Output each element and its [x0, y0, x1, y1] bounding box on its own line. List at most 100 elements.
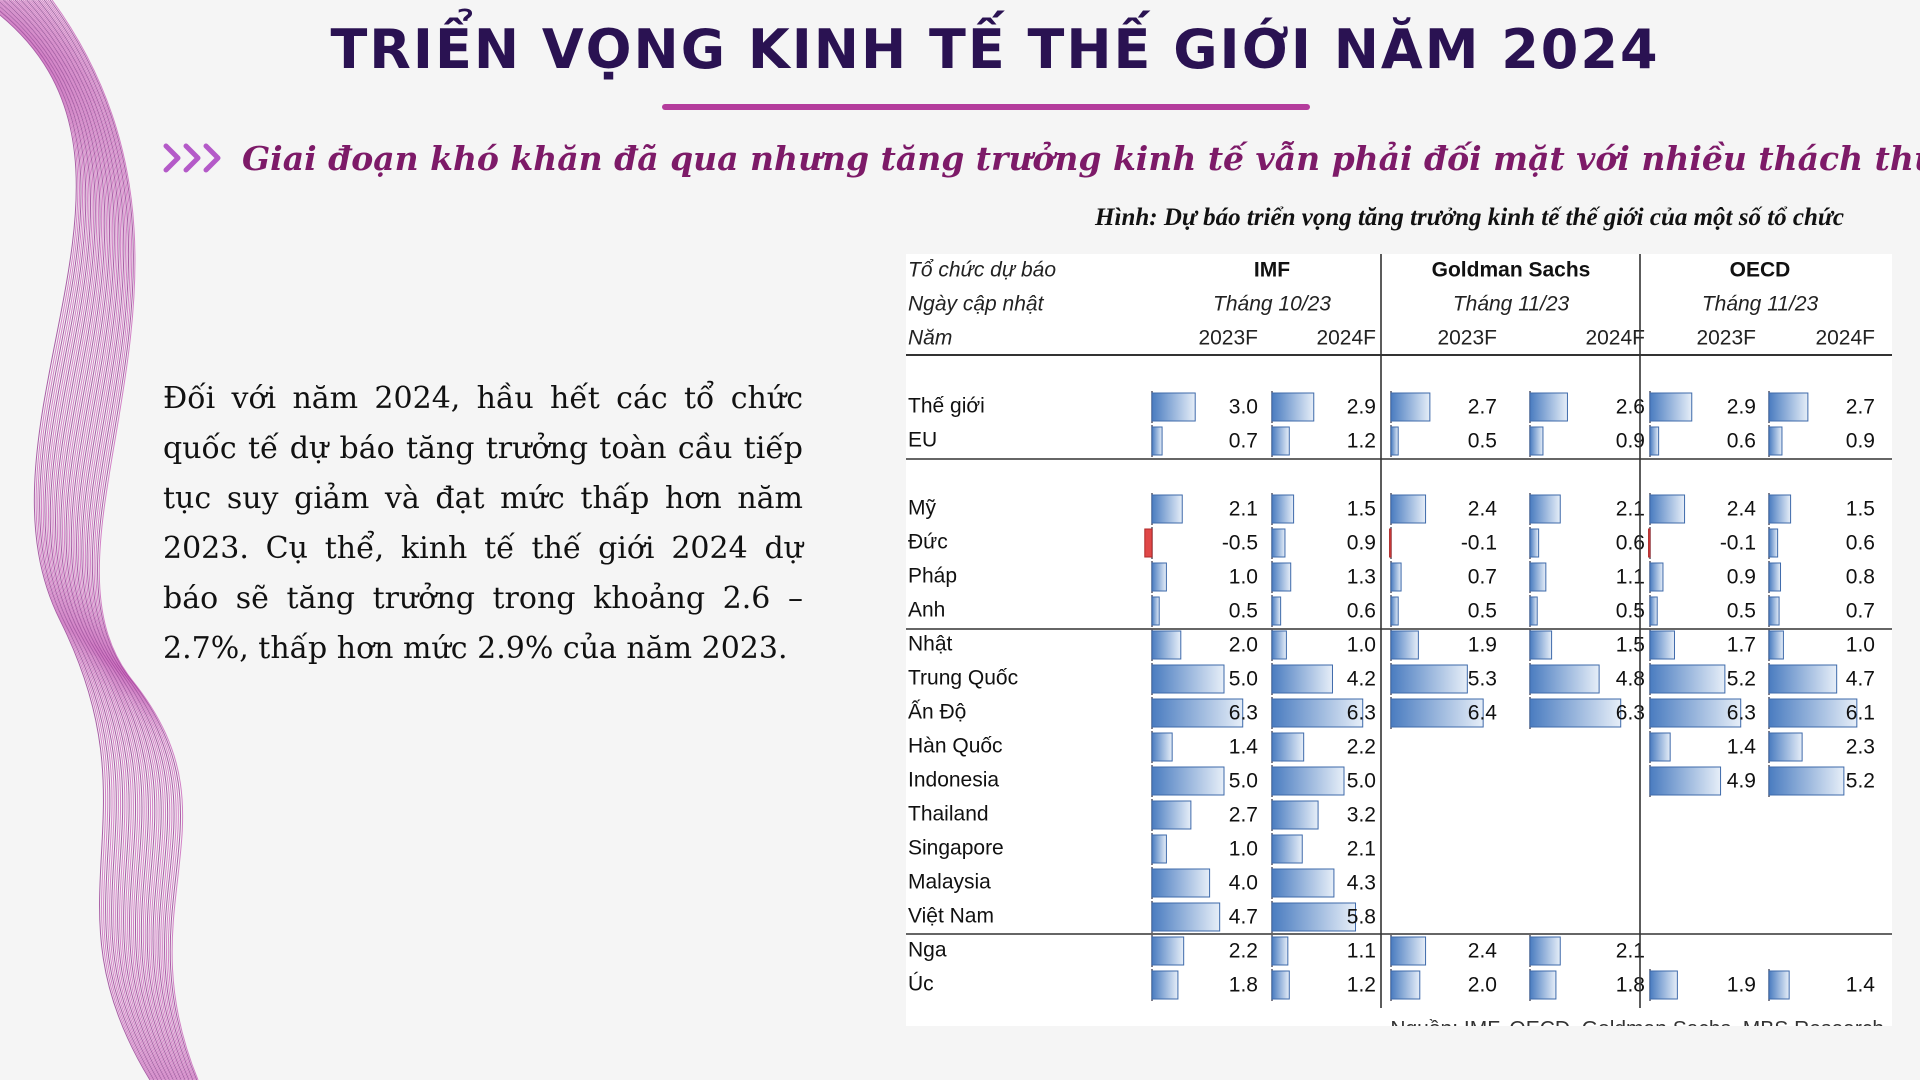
value-bar	[1271, 562, 1292, 592]
row-label: Hàn Quốc	[908, 735, 1003, 758]
value-bar	[1271, 664, 1333, 694]
wave-line	[16, 0, 176, 1080]
value-label: 4.7	[1229, 906, 1258, 929]
value-label: 2.1	[1347, 838, 1376, 861]
wave-line	[0, 10, 155, 1080]
value-label: 1.2	[1347, 974, 1376, 997]
value-bar	[1768, 562, 1782, 592]
org-name: Goldman Sachs	[1432, 259, 1591, 282]
value-label: 5.8	[1347, 906, 1376, 929]
value-label: 1.5	[1616, 634, 1645, 657]
triple-chevron-icon	[163, 143, 221, 173]
value-label: 0.7	[1468, 566, 1497, 589]
value-label: 5.2	[1727, 668, 1756, 691]
value-label: 2.7	[1468, 396, 1497, 419]
value-label: 6.4	[1468, 702, 1498, 725]
value-bar	[1271, 392, 1315, 422]
wave-line	[45, 0, 195, 1080]
wave-line	[8, 0, 170, 1080]
value-bar	[1271, 596, 1282, 626]
value-label: 0.9	[1727, 566, 1756, 589]
value-bar	[1151, 732, 1173, 762]
value-bar	[1529, 494, 1561, 524]
value-label: 6.3	[1616, 702, 1645, 725]
forecast-table: Tổ chức dự báo Ngày cập nhật Năm IMF Tháng 1…	[906, 254, 1892, 1026]
value-bar	[1529, 630, 1553, 660]
value-label: 5.2	[1846, 770, 1875, 793]
value-bar	[1649, 698, 1742, 728]
value-bar	[1649, 664, 1726, 694]
wave-line	[41, 0, 192, 1080]
value-label: 0.5	[1468, 600, 1497, 623]
value-bar	[1390, 562, 1402, 592]
row-label: Ấn Độ	[908, 701, 966, 724]
value-label: 1.1	[1347, 940, 1376, 963]
value-bar	[1649, 392, 1693, 422]
value-bar	[1271, 868, 1335, 898]
value-bar	[1529, 970, 1557, 1000]
row-label: Anh	[908, 599, 945, 622]
value-bar	[1529, 664, 1600, 694]
org-name: OECD	[1730, 259, 1791, 282]
value-label: 5.0	[1229, 668, 1258, 691]
value-bar	[1390, 392, 1431, 422]
value-label: 0.9	[1347, 532, 1376, 555]
value-label: 1.3	[1347, 566, 1376, 589]
row-label: Singapore	[908, 837, 1004, 860]
org-updated: Tháng 10/23	[1213, 293, 1331, 316]
value-label: 2.1	[1229, 498, 1258, 521]
wave-line	[6, 0, 169, 1080]
value-label: -0.1	[1720, 532, 1756, 555]
year-label: 2023F	[1437, 327, 1497, 350]
value-label: 4.7	[1846, 668, 1875, 691]
row-label: Thailand	[908, 803, 989, 826]
body-paragraph: Đối với năm 2024, hầu hết các tổ chức qu…	[163, 381, 803, 666]
row-label: Việt Nam	[908, 905, 994, 928]
wave-line	[0, 14, 151, 1080]
value-label: 0.5	[1468, 430, 1497, 453]
value-bar	[1529, 426, 1544, 456]
row-label: Mỹ	[908, 497, 936, 520]
value-label: 2.1	[1616, 940, 1645, 963]
value-label: 2.7	[1846, 396, 1875, 419]
value-bar	[1151, 562, 1167, 592]
wave-line	[0, 12, 154, 1080]
value-bar	[1271, 698, 1364, 728]
value-label: 1.0	[1229, 566, 1258, 589]
value-bar	[1151, 766, 1225, 796]
value-label: 6.3	[1347, 702, 1376, 725]
value-bar	[1271, 732, 1305, 762]
wave-line	[10, 0, 172, 1080]
value-label: 2.4	[1727, 498, 1757, 521]
value-label: 2.9	[1727, 396, 1756, 419]
wave-line	[0, 4, 160, 1080]
value-label: -0.5	[1222, 532, 1258, 555]
year-label: 2023F	[1198, 327, 1258, 350]
value-bar	[1649, 766, 1722, 796]
value-bar	[1649, 596, 1658, 626]
value-bar	[1768, 664, 1838, 694]
row-label: Úc	[908, 973, 934, 996]
value-label: 2.3	[1846, 736, 1875, 759]
value-label: 0.6	[1727, 430, 1756, 453]
value-label: 0.6	[1347, 600, 1376, 623]
wave-line	[28, 0, 183, 1080]
value-bar	[1768, 392, 1809, 422]
wave-line	[0, 0, 164, 1080]
value-bar	[1271, 528, 1286, 558]
row-label: Malaysia	[908, 871, 991, 894]
value-label: 1.0	[1846, 634, 1875, 657]
value-bar	[1390, 936, 1427, 966]
value-label: 1.5	[1347, 498, 1376, 521]
wave-line	[0, 1, 163, 1080]
value-label: 1.8	[1229, 974, 1258, 997]
value-bar	[1768, 766, 1845, 796]
row-label: Nga	[908, 939, 947, 962]
wave-line	[3, 0, 167, 1080]
source-note: Nguồn: IMF, OECD, Goldman Sachs, MBS Res…	[1390, 1018, 1884, 1026]
value-bar	[1529, 392, 1568, 422]
value-bar	[1529, 698, 1622, 728]
value-bar	[1529, 562, 1547, 592]
value-bar	[1271, 800, 1319, 830]
value-bar	[1151, 630, 1182, 660]
